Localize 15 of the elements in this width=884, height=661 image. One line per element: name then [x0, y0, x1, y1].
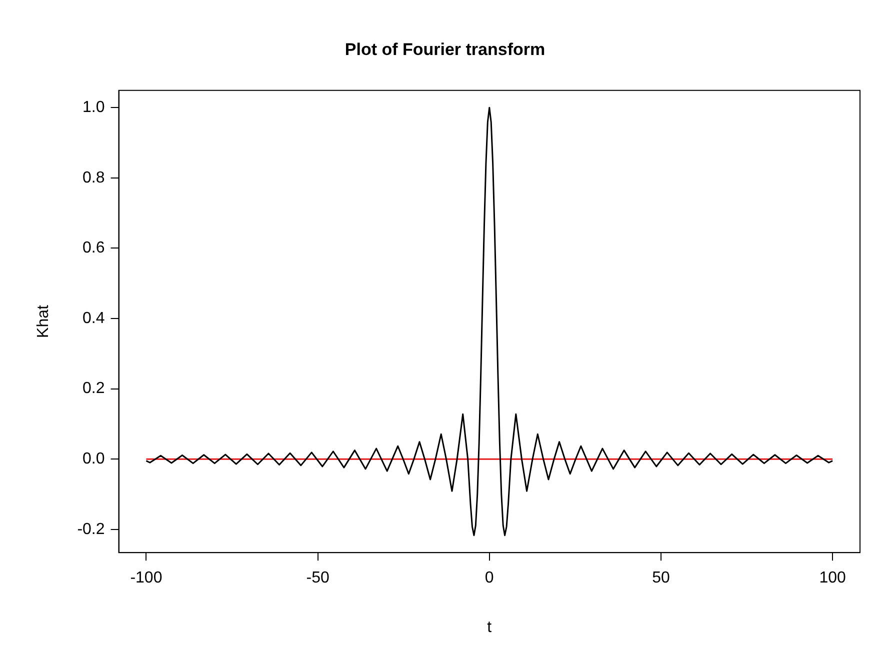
x-tick-label: 50 — [652, 570, 670, 587]
y-tick-label: -0.2 — [77, 520, 105, 538]
x-tick-label: 100 — [819, 570, 846, 587]
y-tick-label: 0.0 — [82, 450, 105, 468]
x-tick-label: 0 — [484, 570, 494, 587]
x-axis-title: t — [487, 618, 492, 636]
y-tick-label: 1.0 — [82, 99, 105, 116]
y-tick-label: 0.6 — [82, 240, 105, 257]
chart-title: Plot of Fourier transform — [344, 40, 546, 59]
y-axis-title: Khat — [35, 304, 52, 338]
y-tick-label: 0.4 — [82, 310, 105, 327]
y-tick-label: 0.2 — [82, 380, 105, 398]
x-tick-label: -50 — [306, 570, 330, 587]
y-tick-label: 0.8 — [82, 169, 105, 186]
x-tick-label: -100 — [130, 570, 162, 587]
